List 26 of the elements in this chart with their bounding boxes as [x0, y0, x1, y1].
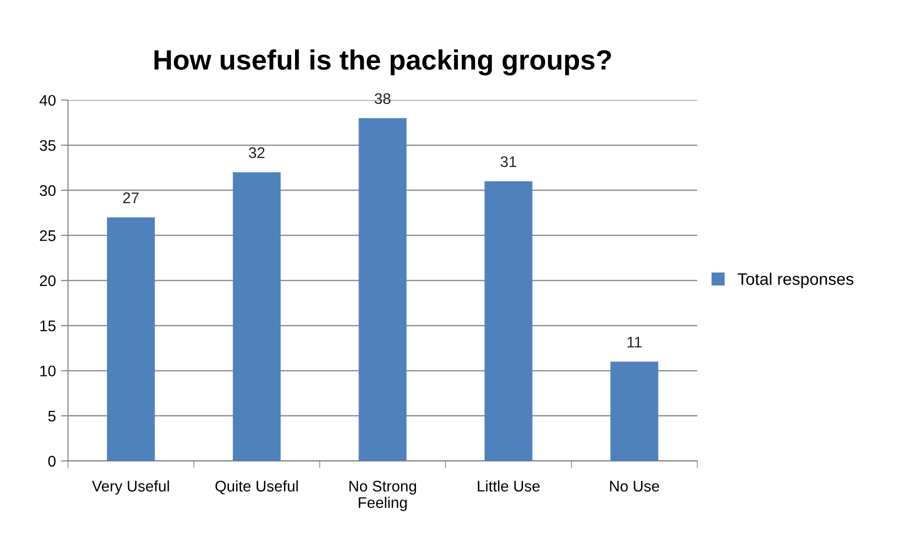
- bar: [358, 118, 407, 461]
- y-tick-label: 40: [40, 94, 56, 106]
- y-tick-label: 0: [48, 456, 56, 467]
- x-tick-label: Very Useful: [92, 480, 169, 495]
- bar: [484, 181, 532, 461]
- data-label: 38: [374, 93, 390, 104]
- legend-label: Total responses: [738, 272, 854, 288]
- x-tick-label: Quite Useful: [215, 480, 298, 494]
- y-tick-label: 35: [40, 140, 56, 151]
- x-tick-label: No Strong Feeling: [349, 480, 416, 512]
- y-tick-label: 5: [48, 410, 56, 422]
- x-tick-label: Little Use: [478, 480, 540, 492]
- y-tick-label: 10: [40, 366, 56, 376]
- y-tick-label: 25: [40, 230, 56, 242]
- data-label: 27: [123, 192, 139, 204]
- bar: [232, 172, 281, 461]
- bar: [106, 217, 155, 461]
- y-tick-label: 30: [40, 185, 56, 196]
- chart-title: How useful is the packing groups?: [154, 49, 611, 76]
- x-tick-label: No Use: [610, 480, 660, 492]
- bar: [610, 362, 658, 461]
- data-label: 31: [500, 156, 516, 168]
- y-tick-label: 15: [40, 320, 56, 332]
- y-tick-label: 20: [40, 275, 56, 286]
- data-label: 32: [248, 147, 264, 158]
- data-label: 11: [628, 336, 642, 348]
